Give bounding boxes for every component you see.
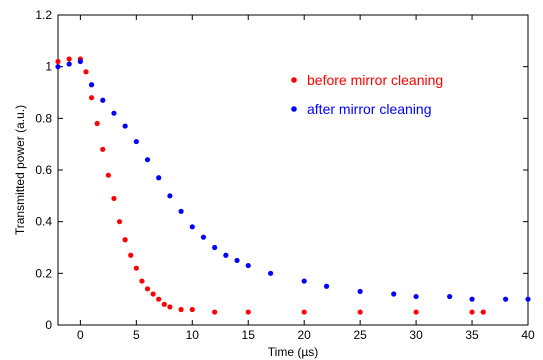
data-point — [128, 252, 134, 258]
data-point — [55, 64, 61, 70]
data-point — [357, 288, 363, 295]
data-point — [150, 291, 156, 297]
data-point — [77, 58, 83, 65]
data-point — [167, 304, 173, 310]
data-point — [525, 296, 531, 302]
data-point — [212, 244, 218, 251]
y-tick-label: 0.6 — [35, 163, 52, 177]
x-tick-label: 25 — [353, 328, 367, 342]
data-point — [447, 293, 453, 300]
data-point — [156, 296, 162, 302]
legend-marker — [291, 106, 297, 112]
data-point — [301, 278, 307, 284]
data-point — [111, 195, 117, 202]
data-point — [144, 157, 151, 163]
data-point — [133, 138, 139, 145]
series-1-points — [55, 56, 486, 315]
plot-frame — [57, 14, 529, 326]
data-point — [66, 61, 72, 67]
legend-label: after mirror cleaning — [307, 101, 432, 117]
data-point — [144, 286, 151, 292]
data-point — [323, 283, 330, 289]
y-axis-title: Transmitted power (a.u.) — [13, 105, 27, 235]
data-point — [139, 278, 145, 284]
x-tick-label: 10 — [186, 328, 200, 342]
data-point — [156, 175, 162, 181]
data-point — [111, 110, 117, 116]
data-point — [245, 262, 251, 269]
data-point — [200, 234, 207, 240]
data-points — [55, 56, 531, 315]
x-tick-label: 0 — [77, 328, 84, 342]
data-point — [480, 309, 486, 315]
x-tick-label: 20 — [298, 328, 312, 342]
data-point — [503, 296, 509, 302]
y-tick-label: 0.8 — [35, 111, 52, 125]
data-point — [223, 252, 229, 258]
data-point — [66, 56, 72, 62]
y-tick-label: 1.2 — [35, 8, 52, 22]
data-point — [178, 306, 184, 313]
data-point — [100, 146, 106, 152]
data-point — [212, 309, 218, 315]
x-tick-label: 15 — [242, 328, 256, 342]
tick-labels: 0 5 10 15 20 25 30 35 40 0 0.2 0.4 0.6 0.8 1 1.2 — [35, 8, 535, 342]
data-point — [55, 58, 61, 65]
data-point — [133, 265, 139, 271]
legend-marker — [291, 77, 297, 83]
data-point — [161, 301, 167, 307]
data-point — [413, 293, 419, 300]
x-tick-label: 40 — [521, 328, 535, 342]
data-point — [469, 309, 475, 315]
data-point — [94, 120, 100, 127]
data-point — [116, 219, 123, 225]
data-point — [105, 172, 111, 178]
series-2-points — [55, 58, 531, 302]
data-point — [245, 309, 251, 315]
legend-label: before mirror cleaning — [307, 72, 443, 88]
y-tick-label: 0.2 — [35, 266, 52, 280]
data-point — [178, 208, 184, 214]
data-point — [268, 270, 274, 276]
y-tick-label: 0.4 — [35, 215, 52, 229]
data-point — [391, 291, 397, 297]
x-tick-label: 35 — [465, 328, 479, 342]
x-tick-label: 30 — [409, 328, 423, 342]
y-tick-label: 0 — [45, 318, 52, 332]
data-point — [167, 193, 173, 199]
data-point — [413, 309, 419, 315]
data-point — [88, 82, 95, 88]
data-point — [469, 296, 475, 302]
y-tick-label: 1 — [45, 60, 52, 74]
data-point — [88, 95, 95, 101]
legend: before mirror cleaning after mirror clean… — [291, 72, 443, 117]
data-point — [357, 309, 363, 315]
x-axis-title: Time (µs) — [268, 345, 318, 359]
data-point — [301, 309, 307, 315]
ticks — [58, 14, 529, 326]
data-point — [234, 257, 240, 264]
data-point — [189, 224, 195, 230]
data-point — [122, 123, 128, 129]
data-point — [100, 97, 106, 103]
data-point — [122, 237, 128, 243]
data-point — [189, 306, 195, 313]
data-point — [83, 69, 89, 75]
x-tick-label: 5 — [133, 328, 140, 342]
